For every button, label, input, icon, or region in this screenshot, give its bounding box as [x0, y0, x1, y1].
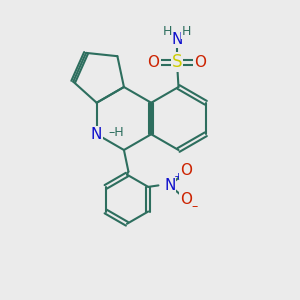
Text: –: – [192, 200, 198, 213]
Text: +: + [174, 172, 183, 182]
Text: O: O [180, 192, 192, 207]
Text: S: S [172, 53, 182, 71]
Text: O: O [148, 55, 160, 70]
Text: H: H [163, 25, 172, 38]
Text: –H: –H [108, 126, 124, 139]
Text: N: N [164, 178, 176, 193]
Text: H: H [182, 25, 191, 38]
Text: N: N [171, 32, 183, 47]
Text: O: O [180, 164, 192, 178]
Text: O: O [194, 55, 206, 70]
Text: N: N [91, 127, 102, 142]
